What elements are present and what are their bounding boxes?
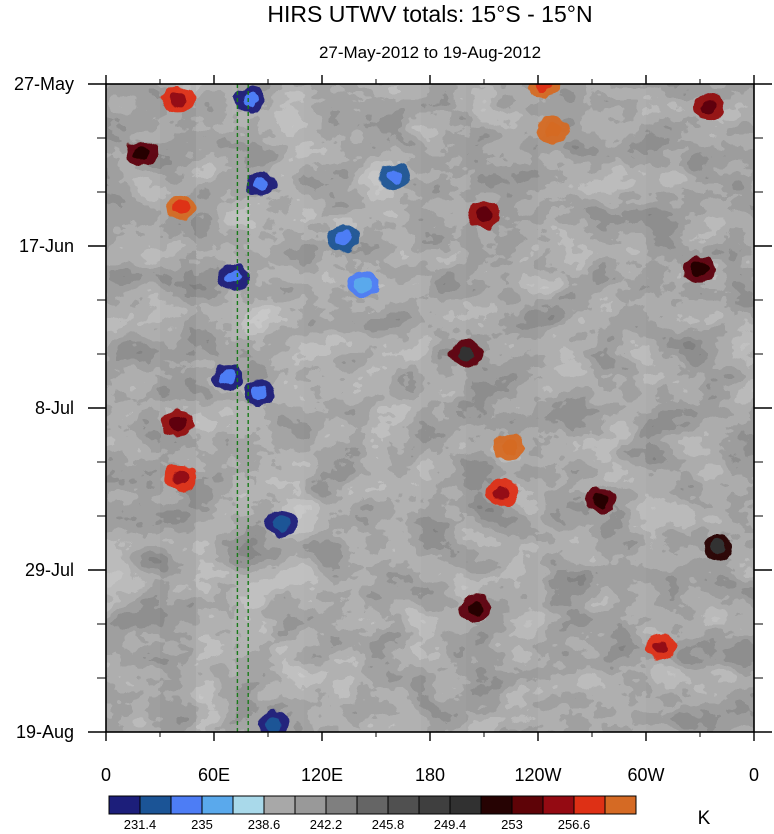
colorbar-label: 249.4 xyxy=(434,817,467,832)
y-tick-label: 27-May xyxy=(14,74,74,94)
contour-feature-core xyxy=(225,269,242,284)
colorbar-label: 242.2 xyxy=(310,817,343,832)
x-tick-label: 180 xyxy=(415,765,445,785)
reference-lines xyxy=(236,84,249,732)
plot-area xyxy=(106,84,754,732)
contour-feature-core xyxy=(593,493,609,508)
colorbar-swatch xyxy=(263,795,296,815)
contour-feature-core xyxy=(170,416,186,431)
colorbar-label: 231.4 xyxy=(124,817,157,832)
y-tick-label: 19-Aug xyxy=(16,722,74,742)
colorbar-swatch xyxy=(139,795,172,815)
contour-feature-core xyxy=(265,717,282,732)
colorbar-swatch xyxy=(387,795,420,815)
colorbar-swatch xyxy=(480,795,513,815)
x-tick-label: 120E xyxy=(301,765,343,785)
x-tick-label: 0 xyxy=(101,765,111,785)
contour-feature-core xyxy=(701,100,717,115)
contour-feature-core xyxy=(335,231,352,246)
x-tick-label: 0 xyxy=(749,765,759,785)
contour-feature-core xyxy=(242,92,258,107)
colorbar-swatch xyxy=(573,795,606,815)
colorbar-swatch xyxy=(449,795,482,815)
contour-feature-core xyxy=(272,516,289,531)
contour-feature-core xyxy=(134,146,150,161)
contour-feature-core xyxy=(652,640,669,655)
contour-feature-core xyxy=(252,177,269,192)
colorbar-swatch xyxy=(604,795,637,815)
colorbar-swatch xyxy=(170,795,203,815)
colorbar-unit: K xyxy=(698,808,711,829)
contour-feature-core xyxy=(476,208,492,223)
contour-feature-core xyxy=(458,347,474,361)
chart-title: HIRS UTWV totals: 15°S - 15°N xyxy=(267,1,592,27)
contour-feature-core xyxy=(692,262,708,277)
feature-layer xyxy=(126,84,734,732)
contour-feature-core xyxy=(173,200,190,215)
colorbar-swatch xyxy=(232,795,265,815)
colorbar: 231.4 235 238.6 242.2 245.8 249.4 253 256.6 xyxy=(108,795,637,832)
colorbar-label: 253 xyxy=(501,817,523,832)
colorbar-swatch xyxy=(108,795,141,815)
x-tick-label: 60E xyxy=(198,765,230,785)
colorbar-label: 238.6 xyxy=(248,817,281,832)
x-tick-label: 60W xyxy=(627,765,664,785)
colorbar-label: 256.6 xyxy=(558,817,591,832)
contour-feature-core xyxy=(535,84,552,91)
chart-subtitle: 27-May-2012 to 19-Aug-2012 xyxy=(319,43,541,62)
y-axis: 27-May 17-Jun 8-Jul 29-Jul 19-Aug xyxy=(14,74,772,742)
contour-feature-core xyxy=(494,485,510,500)
colorbar-swatch xyxy=(542,795,575,815)
contour-feature-core xyxy=(173,470,190,485)
contour-feature-core xyxy=(386,169,402,184)
colorbar-label: 245.8 xyxy=(372,817,405,832)
colorbar-swatch xyxy=(201,795,234,815)
colorbar-swatch xyxy=(511,795,544,815)
colorbar-swatch xyxy=(294,795,327,815)
contour-feature-core xyxy=(544,123,561,138)
colorbar-label: 235 xyxy=(191,817,213,832)
texture-layer xyxy=(106,84,754,732)
colorbar-swatch xyxy=(356,795,389,815)
y-tick-label: 17-Jun xyxy=(19,236,74,256)
contour-feature-core xyxy=(170,92,186,107)
x-axis: 0 60E 120E 180 120W 60W 0 xyxy=(101,75,759,785)
colorbar-swatch xyxy=(418,795,451,815)
contour-feature-core xyxy=(467,601,483,616)
x-tick-label: 120W xyxy=(514,765,561,785)
contour-feature-core xyxy=(501,439,518,454)
colorbar-swatch xyxy=(325,795,358,815)
contour-feature-core xyxy=(251,385,267,400)
contour-feature-core xyxy=(710,539,726,554)
contour-feature-core xyxy=(355,277,372,292)
contour-feature-core xyxy=(220,370,237,385)
y-tick-label: 29-Jul xyxy=(25,560,74,580)
y-tick-label: 8-Jul xyxy=(35,398,74,418)
